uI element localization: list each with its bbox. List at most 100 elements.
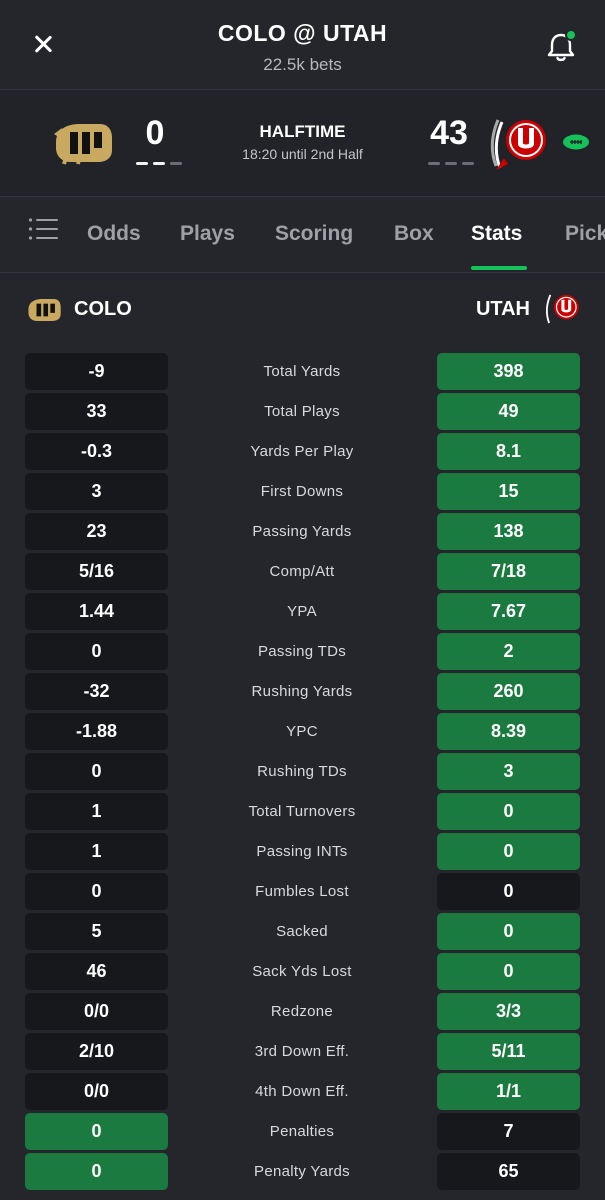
home-stat-value: 3 [437, 753, 580, 790]
game-status: HALFTIME [259, 122, 346, 141]
stat-label: Rushing TDs [257, 763, 347, 780]
away-stat-value: 3 [25, 473, 168, 510]
stat-label: Fumbles Lost [255, 883, 349, 900]
stat-label: Total Turnovers [248, 803, 356, 820]
away-stat-value: 0 [25, 1113, 168, 1150]
tab-odds[interactable]: Odds [87, 222, 141, 245]
home-stat-value: 15 [437, 473, 580, 510]
away-stat-value: 0/0 [25, 1073, 168, 1110]
home-stat-value: 398 [437, 353, 580, 390]
tab-bar: Odds Plays Scoring Box Stats Pick [0, 197, 605, 271]
timeout-indicator [170, 162, 182, 165]
away-timeouts [136, 162, 182, 165]
home-stat-value: 2 [437, 633, 580, 670]
away-stat-value: -1.88 [25, 713, 168, 750]
away-stat-value: 5/16 [25, 553, 168, 590]
stat-label: YPA [287, 603, 317, 620]
utah-utes-logo [490, 119, 546, 170]
stat-row: 0/0 4th Down Eff. 1/1 [0, 1072, 605, 1112]
away-stat-value: 46 [25, 953, 168, 990]
stat-row: 0 Rushing TDs 3 [0, 752, 605, 792]
stat-label: Total Plays [264, 403, 340, 420]
stat-row: 23 Passing Yards 138 [0, 512, 605, 552]
stat-label: 4th Down Eff. [255, 1083, 349, 1100]
stat-label: Rushing Yards [251, 683, 353, 700]
list-icon[interactable] [28, 217, 58, 241]
stat-label: Passing INTs [256, 843, 348, 860]
tab-pick[interactable]: Pick [565, 222, 605, 245]
timeout-indicator [136, 162, 148, 165]
stat-label: YPC [286, 723, 318, 740]
home-stat-value: 0 [437, 833, 580, 870]
stat-row: 3 First Downs 15 [0, 472, 605, 512]
away-stat-value: 0/0 [25, 993, 168, 1030]
bet-count: 22.5k bets [263, 55, 342, 74]
stat-row: 5 Sacked 0 [0, 912, 605, 952]
stat-row: -32 Rushing Yards 260 [0, 672, 605, 712]
away-score: 0 [145, 114, 165, 152]
stat-label: Penalty Yards [254, 1163, 350, 1180]
colorado-buffaloes-logo [54, 124, 112, 165]
home-timeouts [428, 162, 474, 165]
away-stat-value: 1.44 [25, 593, 168, 630]
divider [0, 272, 605, 273]
home-stat-value: 7 [437, 1113, 580, 1150]
stat-label: Redzone [270, 1003, 334, 1020]
timeout-indicator [445, 162, 457, 165]
timeout-indicator [428, 162, 440, 165]
stat-row: 0 Fumbles Lost 0 [0, 872, 605, 912]
tab-scoring[interactable]: Scoring [275, 222, 354, 245]
home-team-name: UTAH [475, 298, 530, 320]
notification-dot [565, 29, 577, 41]
away-stat-value: 0 [25, 753, 168, 790]
away-team-name: COLO [74, 298, 132, 320]
stat-label: Passing TDs [257, 643, 347, 660]
top-bar: COLO @ UTAH 22.5k bets [0, 0, 605, 88]
tab-box[interactable]: Box [394, 222, 434, 245]
home-stat-value: 0 [437, 873, 580, 910]
stat-row: 5/16 Comp/Att 7/18 [0, 552, 605, 592]
stat-row: -0.3 Yards Per Play 8.1 [0, 432, 605, 472]
away-stat-value: 33 [25, 393, 168, 430]
away-stat-value: 23 [25, 513, 168, 550]
stats-table: -9 Total Yards 398 33 Total Plays 49 -0.3 Yards… [0, 352, 605, 1192]
stat-row: 2/10 3rd Down Eff. 5/11 [0, 1032, 605, 1072]
home-stat-value: 8.39 [437, 713, 580, 750]
away-stat-value: 2/10 [25, 1033, 168, 1070]
stat-row: 0/0 Redzone 3/3 [0, 992, 605, 1032]
tab-plays[interactable]: Plays [180, 222, 235, 245]
utah-utes-logo [546, 294, 579, 324]
game-title: COLO @ UTAH [217, 20, 388, 46]
stat-label: Sacked [276, 923, 328, 940]
stat-row: 46 Sack Yds Lost 0 [0, 952, 605, 992]
stat-row: 1.44 YPA 7.67 [0, 592, 605, 632]
stat-label: 3rd Down Eff. [254, 1043, 350, 1060]
timeout-indicator [153, 162, 165, 165]
timeout-indicator [462, 162, 474, 165]
stat-label: Sack Yds Lost [252, 963, 352, 980]
stat-row: 0 Penalties 7 [0, 1112, 605, 1152]
away-stat-value: 0 [25, 873, 168, 910]
stat-row: 0 Passing TDs 2 [0, 632, 605, 672]
tab-stats[interactable]: Stats [471, 222, 523, 245]
active-tab-indicator [471, 266, 527, 270]
stat-row: 0 Penalty Yards 65 [0, 1152, 605, 1192]
away-stat-value: 1 [25, 833, 168, 870]
divider [0, 196, 605, 197]
home-stat-value: 49 [437, 393, 580, 430]
away-stat-value: -32 [25, 673, 168, 710]
game-status-detail: 18:20 until 2nd Half [242, 146, 363, 162]
home-stat-value: 0 [437, 913, 580, 950]
home-stat-value: 0 [437, 793, 580, 830]
stat-label: Yards Per Play [250, 443, 354, 460]
home-stat-value: 8.1 [437, 433, 580, 470]
home-stat-value: 7.67 [437, 593, 580, 630]
away-stat-value: 1 [25, 793, 168, 830]
divider [0, 89, 605, 90]
stat-label: Passing Yards [252, 523, 352, 540]
away-stat-value: 0 [25, 633, 168, 670]
stat-label: Total Yards [263, 363, 341, 380]
home-score: 43 [430, 114, 468, 152]
away-stat-value: 5 [25, 913, 168, 950]
possession-football-icon [563, 134, 589, 150]
